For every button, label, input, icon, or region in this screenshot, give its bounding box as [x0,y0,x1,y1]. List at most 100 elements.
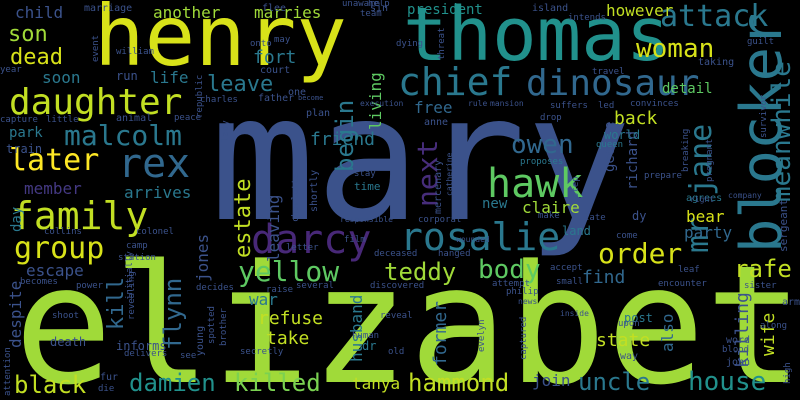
word: child [15,3,64,22]
word: son [8,22,48,47]
word: raise [266,285,294,295]
word: peace [174,113,202,123]
word: one [288,87,307,98]
word: travel [592,67,625,77]
word: word [726,335,751,346]
word: anne [424,117,449,128]
word: proposes [520,157,564,167]
word: inside [560,309,589,318]
word: fort [253,47,297,68]
word: catherine [445,152,454,196]
word: come [616,231,638,241]
word: die [98,384,115,394]
word: soon [42,68,81,87]
word: john [726,357,751,368]
word: human [352,331,380,341]
word: animal [116,113,153,124]
word: day [9,206,25,232]
word: execution [360,99,404,108]
word: state [596,330,651,351]
word: flee [262,3,287,14]
word: leaving [264,194,283,262]
word: evelyn [477,319,487,352]
word: william [116,47,154,57]
word: teddy [384,258,457,286]
word: old [388,347,405,357]
word: wife [758,312,779,356]
word: intends [568,13,606,23]
word: tanya [352,374,401,393]
word: leaf [678,265,700,275]
word: agrees [686,193,723,204]
word: sin [370,3,389,14]
word: arrives [124,183,192,202]
word: killed [234,369,321,397]
word: onto [250,39,272,49]
word: company [728,191,762,200]
word: thomas [403,0,671,78]
word: rosalie [400,215,561,259]
word: dr [362,339,377,353]
word: upon [618,319,640,329]
word: mary [210,58,632,261]
word: mansion [490,99,524,108]
word: back [614,108,658,129]
word: member [24,179,82,198]
word: letter [286,243,319,253]
word: shortly [309,169,320,212]
word: later [9,143,100,178]
word: late [584,213,606,223]
word: train [6,142,43,156]
word: may [274,35,291,45]
word: informs [116,339,167,353]
word: family [11,194,149,238]
word: dead [10,45,63,70]
word: event [91,34,101,62]
word: attention [3,347,13,396]
word: rule [468,99,488,108]
word: hawk [487,161,584,207]
word: island [532,3,569,14]
word: damien [129,369,216,397]
word: war [249,290,278,309]
word: collins [44,227,82,237]
word: young [195,325,206,356]
word: park [9,125,43,141]
word: house [688,367,767,397]
word: rafe [734,255,792,283]
word: make [538,211,560,221]
word: another [153,3,221,22]
word: delivers [124,349,168,359]
word: hammond [408,369,510,397]
word: help [368,0,390,9]
word: small [556,277,584,287]
word: encounter [658,279,707,289]
word: body [478,255,541,285]
word: darcy [251,217,372,263]
word: year [0,65,22,75]
word: queen [596,140,624,150]
word: convinces [630,99,679,109]
word: marries [254,3,322,22]
word: threat [437,27,447,60]
word: life [150,68,189,87]
word: station [118,253,156,263]
word: yellow [238,255,340,288]
word: deceased [374,249,418,259]
word: dinosaur [526,63,700,104]
word: estate [231,178,256,258]
word: meanwhile [767,61,797,202]
word: however [606,1,674,20]
word: fur [100,372,119,383]
word: drop [540,113,562,123]
word: order [598,237,683,270]
word: plan [306,108,331,119]
word: rex [118,141,191,187]
word: news [518,297,538,306]
word: pregnant [705,138,715,182]
word: post [624,311,653,325]
word: arm [782,297,800,308]
word: death [50,335,87,349]
word: power [76,281,104,291]
word: discovered [370,281,425,291]
